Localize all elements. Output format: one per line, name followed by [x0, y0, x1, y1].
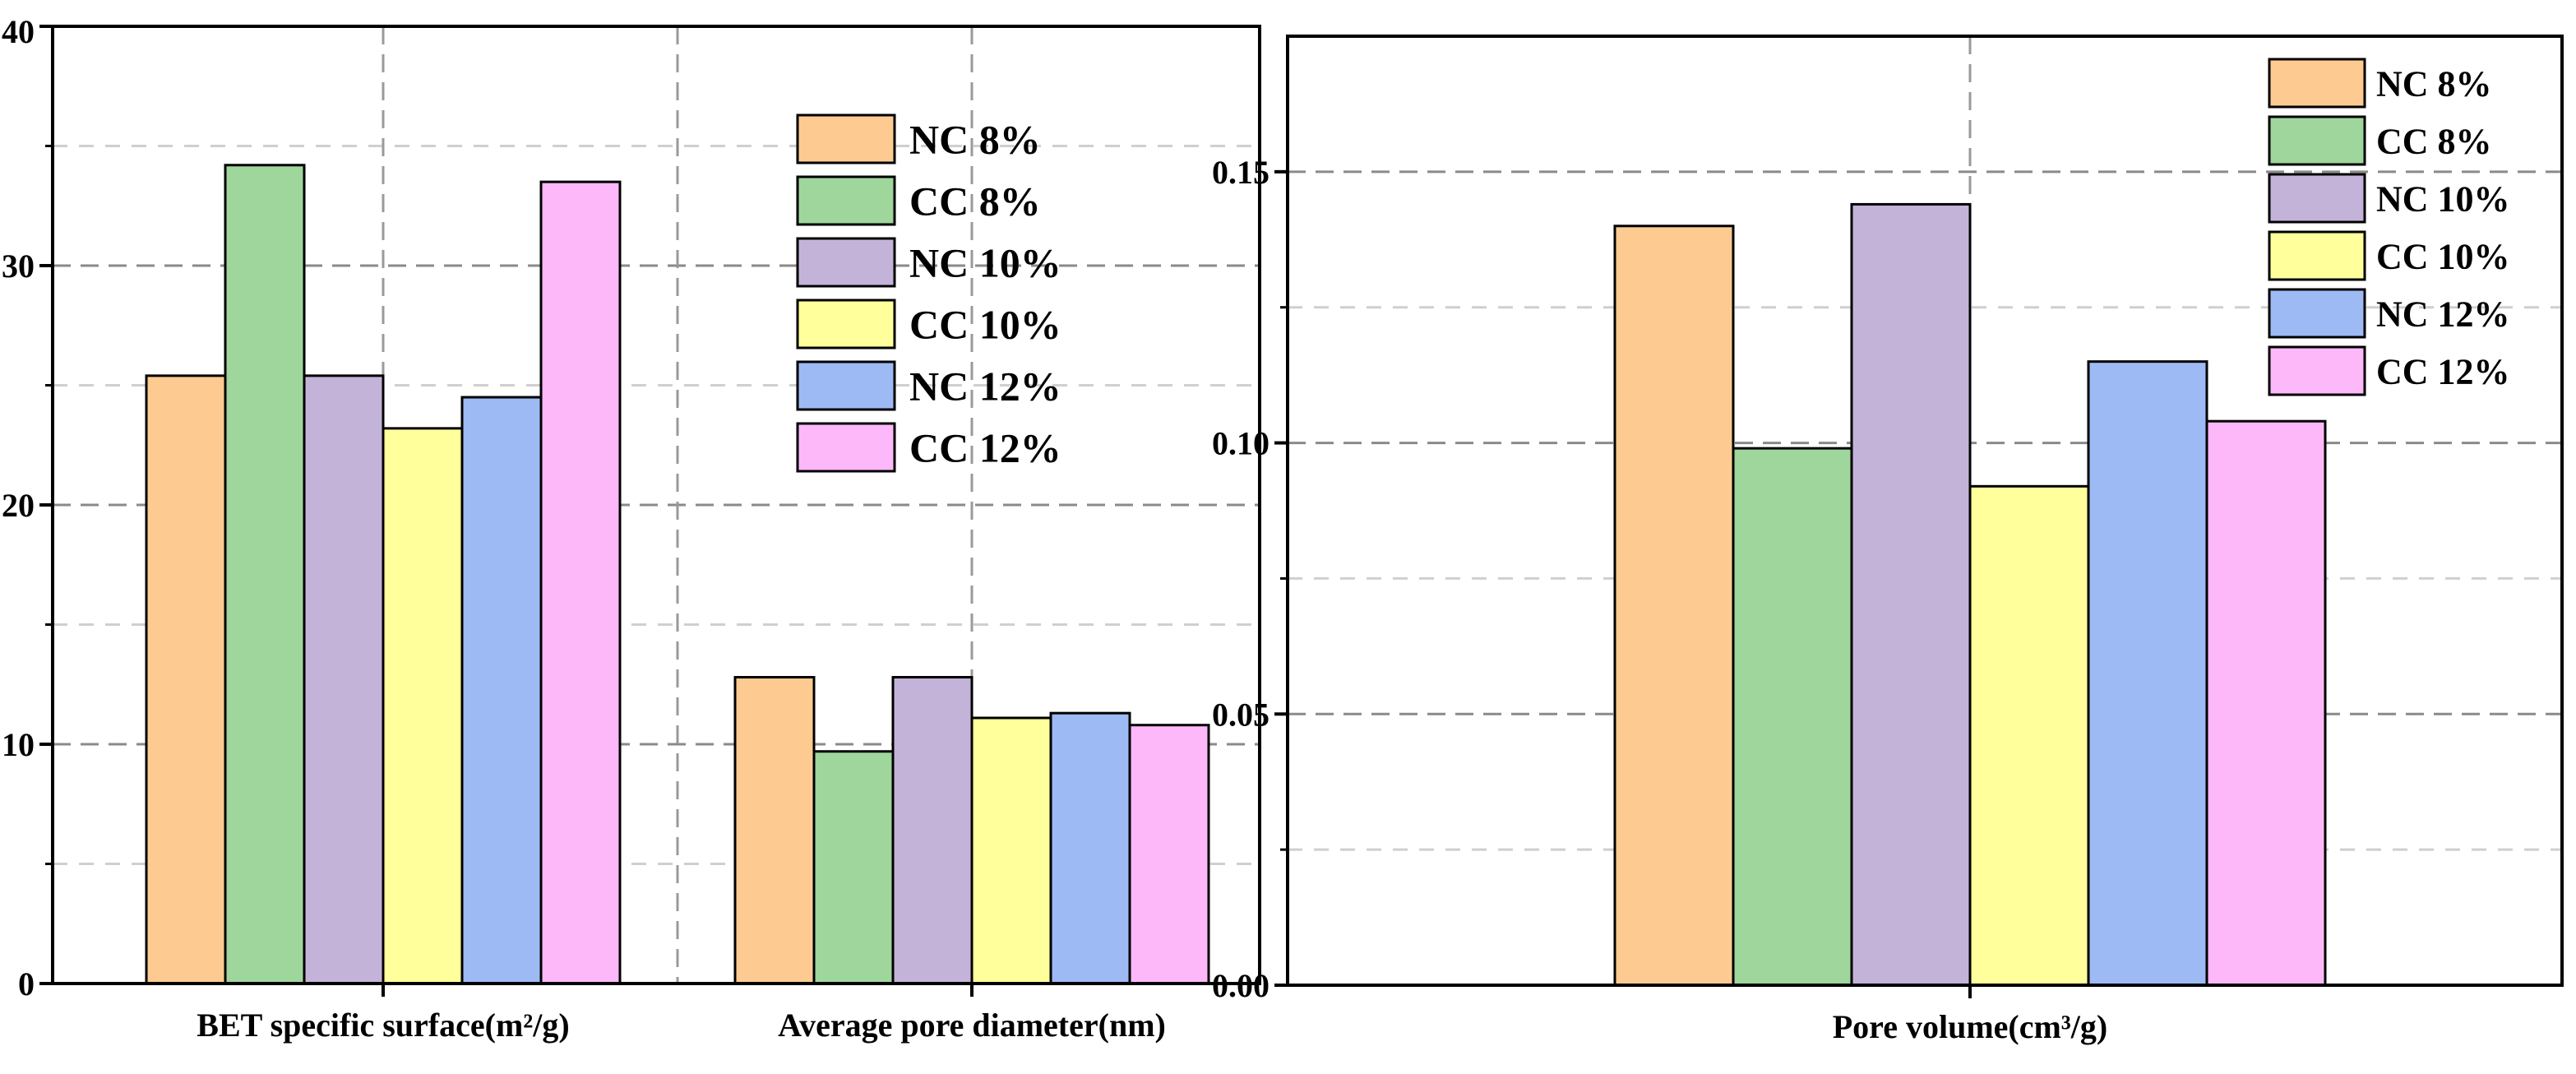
legend-label: CC 10% — [2376, 236, 2510, 276]
legend-swatch — [2268, 288, 2366, 339]
legend-label: CC 12% — [909, 425, 1061, 471]
legend-label: NC 8% — [2376, 63, 2492, 104]
bar — [1049, 711, 1131, 985]
y-tick-label: 20 — [2, 487, 35, 524]
bar — [303, 374, 385, 985]
legend-label: NC 8% — [909, 117, 1041, 163]
bar — [382, 427, 464, 985]
bar — [2087, 360, 2208, 987]
bar — [224, 164, 306, 985]
bar — [539, 180, 622, 985]
bar — [1128, 724, 1210, 985]
legend-label: NC 10% — [2376, 178, 2510, 219]
bar — [1850, 202, 1972, 987]
legend-label: CC 12% — [2376, 351, 2510, 391]
bar — [1968, 484, 2090, 987]
axes-frame — [1286, 35, 2564, 987]
bar — [1613, 225, 1735, 987]
legend-label: NC 12% — [2376, 294, 2510, 334]
y-tick-label: 0.00 — [1212, 967, 1270, 1004]
legend-swatch — [2268, 173, 2366, 224]
y-tick-label: 0.05 — [1212, 696, 1270, 733]
y-tick-label: 0.10 — [1212, 425, 1270, 462]
bar — [460, 396, 543, 985]
bar — [733, 676, 816, 985]
bar — [1732, 447, 1853, 987]
legend-label: CC 8% — [2376, 121, 2492, 161]
y-tick-label: 30 — [2, 248, 35, 285]
legend-swatch — [2268, 230, 2366, 281]
legend-label: CC 8% — [909, 178, 1041, 225]
legend-swatch — [796, 113, 896, 164]
legend-swatch — [2268, 58, 2366, 109]
bar — [2205, 419, 2327, 987]
legend-swatch — [796, 360, 896, 411]
legend-label: NC 10% — [909, 240, 1061, 286]
y-tick-label: 10 — [2, 726, 35, 763]
legend-swatch — [2268, 345, 2366, 396]
y-tick-label: 40 — [2, 13, 35, 50]
legend-label: NC 12% — [909, 363, 1061, 410]
legend-swatch — [796, 422, 896, 473]
y-tick-label: 0 — [18, 965, 35, 1002]
legend-swatch — [2268, 115, 2366, 166]
x-category-label: Pore volume(cm³/g) — [1833, 1008, 2107, 1045]
bar — [812, 750, 895, 985]
x-category-label: BET specific surface(m²/g) — [197, 1007, 569, 1044]
legend-swatch — [796, 299, 896, 350]
x-category-label: Average pore diameter(nm) — [778, 1007, 1166, 1044]
y-tick-label: 0.15 — [1212, 154, 1270, 191]
bar — [145, 374, 227, 985]
legend-label: CC 10% — [909, 302, 1061, 348]
bar — [891, 676, 974, 985]
legend-swatch — [796, 237, 896, 288]
bar — [970, 716, 1052, 985]
legend-swatch — [796, 175, 896, 226]
